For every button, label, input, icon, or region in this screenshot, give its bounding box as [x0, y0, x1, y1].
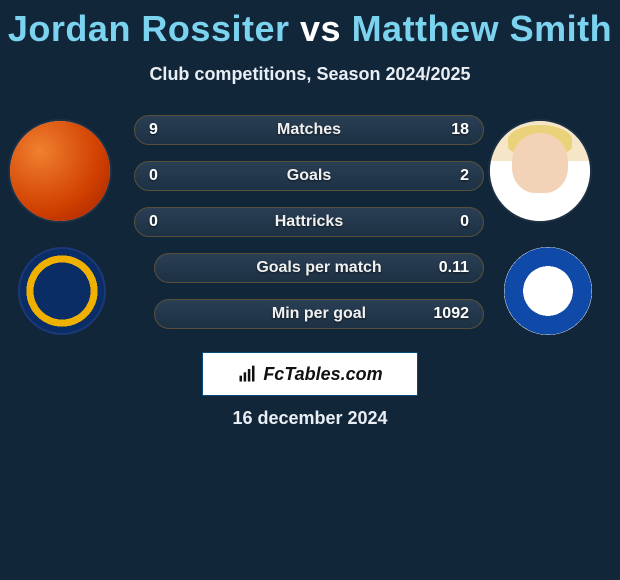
- stat-label: Goals per match: [155, 259, 483, 277]
- player2-club-crest: [504, 247, 592, 335]
- comparison-body: 9 Matches 18 0 Goals 2 0 Hattricks 0: [0, 115, 620, 365]
- stats-bars: 9 Matches 18 0 Goals 2 0 Hattricks 0: [134, 115, 484, 345]
- source-logo: FcTables.com: [202, 352, 418, 396]
- source-logo-text: FcTables.com: [263, 364, 382, 385]
- stat-label: Goals: [135, 167, 483, 185]
- subtitle: Club competitions, Season 2024/2025: [0, 64, 620, 85]
- snapshot-date: 16 december 2024: [0, 408, 620, 429]
- stat-row: 0 Goals 2: [134, 161, 484, 191]
- stat-row: Min per goal 1092: [134, 299, 484, 329]
- player1-avatar-fill: [10, 121, 110, 221]
- title-player2: Matthew Smith: [352, 8, 613, 49]
- stat-bar-goals: 0 Goals 2: [134, 161, 484, 191]
- title-player1: Jordan Rossiter: [8, 8, 290, 49]
- page-title: Jordan Rossiter vs Matthew Smith: [0, 0, 620, 50]
- stat-row: 0 Hattricks 0: [134, 207, 484, 237]
- player1-club-crest: [18, 247, 106, 335]
- player2-avatar-face: [512, 133, 568, 193]
- stat-label: Hattricks: [135, 213, 483, 231]
- crest-left-graphic: [18, 247, 106, 335]
- player2-avatar: [490, 121, 590, 221]
- stat-bar-goals-per-match: Goals per match 0.11: [154, 253, 484, 283]
- crest-right-graphic: [504, 247, 592, 335]
- player1-avatar: [10, 121, 110, 221]
- stat-bar-hattricks: 0 Hattricks 0: [134, 207, 484, 237]
- stat-bar-min-per-goal: Min per goal 1092: [154, 299, 484, 329]
- stat-label: Min per goal: [155, 305, 483, 323]
- stat-label: Matches: [135, 121, 483, 139]
- title-vs: vs: [300, 8, 341, 49]
- stat-bar-matches: 9 Matches 18: [134, 115, 484, 145]
- stat-row: Goals per match 0.11: [134, 253, 484, 283]
- bar-chart-icon: [237, 364, 257, 384]
- comparison-card: Jordan Rossiter vs Matthew Smith Club co…: [0, 0, 620, 580]
- stat-row: 9 Matches 18: [134, 115, 484, 145]
